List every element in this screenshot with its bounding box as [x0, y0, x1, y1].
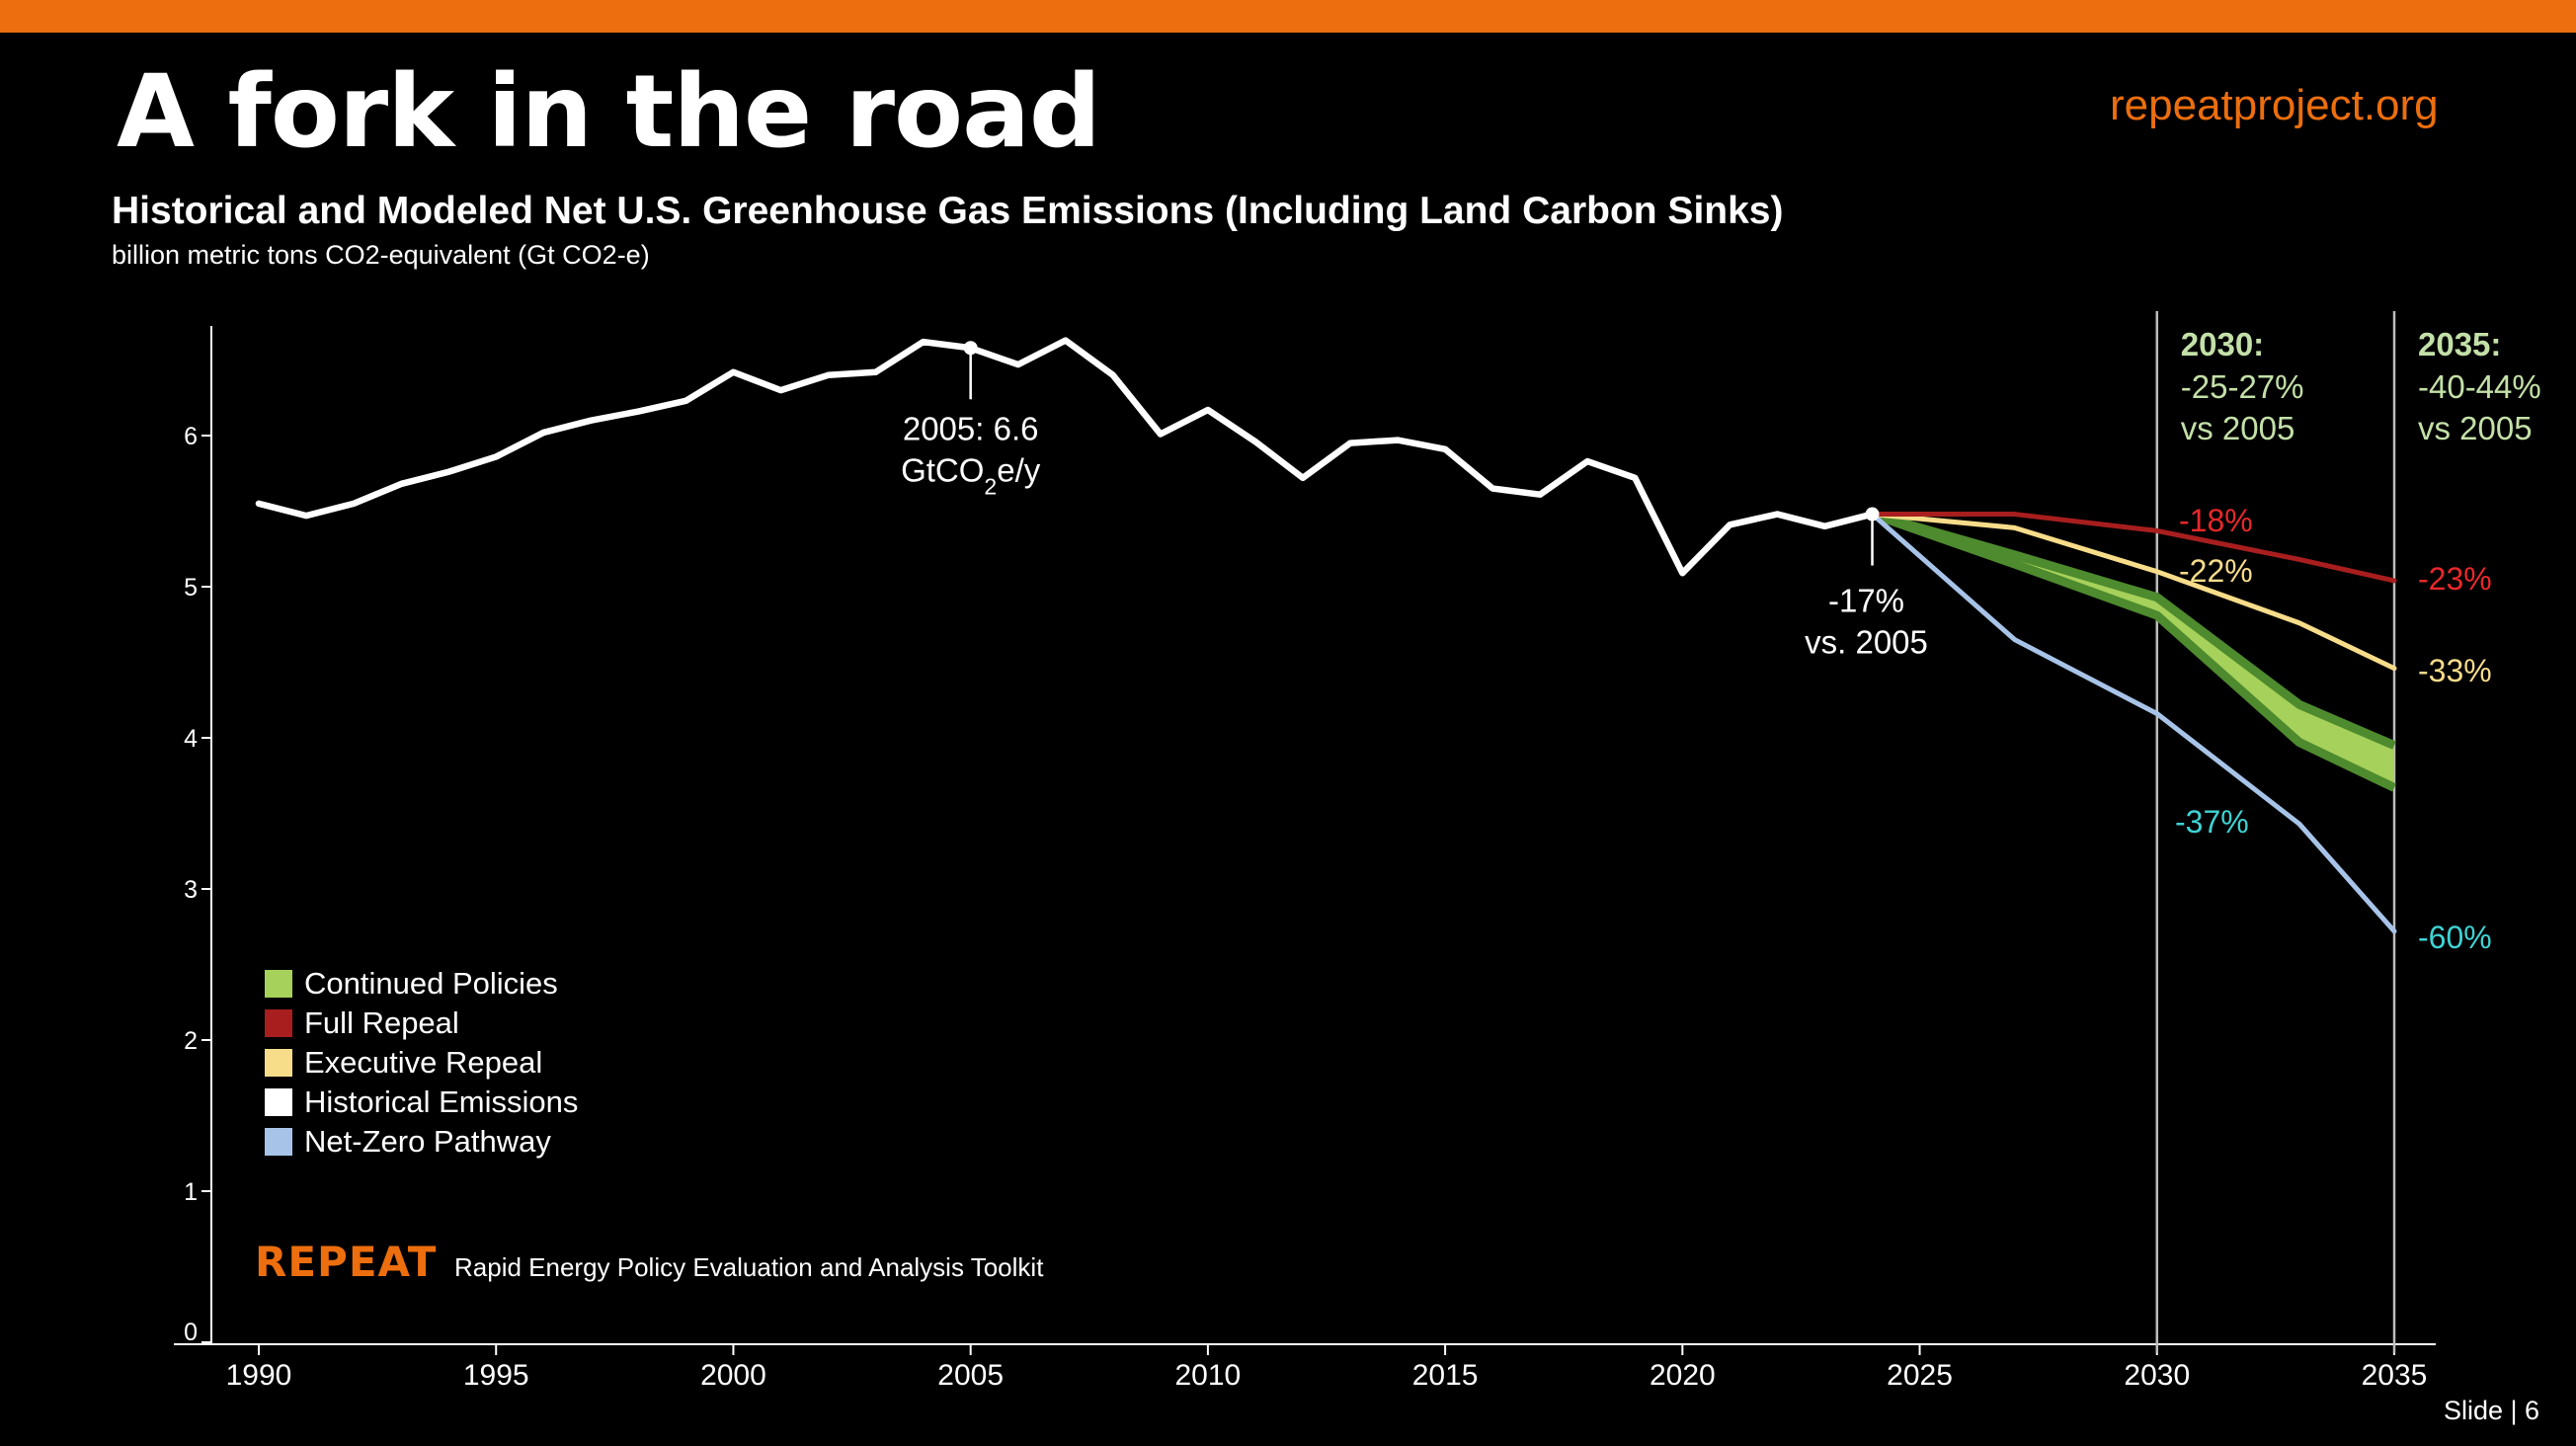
- full-repeal-line: [1870, 512, 2397, 584]
- y-tick-label: 3: [184, 876, 198, 904]
- percent-label: -60%: [2418, 920, 2492, 955]
- legend-item-continued-policies: Continued Policies: [265, 964, 578, 1004]
- legend-label: Historical Emissions: [304, 1084, 579, 1119]
- percent-label: -37%: [2175, 804, 2249, 840]
- repeat-logo: REPEAT: [255, 1238, 438, 1286]
- marker-label-line: -17%: [1828, 583, 1904, 619]
- reference-label-title: 2035:: [2418, 326, 2501, 362]
- legend-label: Continued Policies: [304, 966, 558, 1001]
- x-tick-label: 1995: [463, 1359, 529, 1392]
- x-tick-label: 2030: [2124, 1359, 2190, 1392]
- percent-label: -22%: [2179, 553, 2253, 589]
- legend-swatch-net-zero-pathway: [265, 1128, 292, 1156]
- x-tick-label: 1990: [226, 1359, 292, 1392]
- y-tick-label: 4: [184, 725, 198, 753]
- historical-emissions-line: [255, 337, 1876, 577]
- legend-label: Executive Repeal: [304, 1045, 543, 1080]
- y-tick-label: 6: [184, 423, 198, 450]
- x-tick-label: 2020: [1650, 1359, 1716, 1392]
- executive-repeal-line: [1870, 512, 2397, 672]
- site-url[interactable]: repeatproject.org: [2110, 81, 2439, 129]
- y-tick-label: 0: [184, 1319, 198, 1346]
- slide-title: A fork in the road: [117, 53, 1101, 171]
- continued-policies-lower-edge: [1871, 510, 2396, 792]
- net-zero-pathway-line: [1870, 512, 2397, 934]
- continued-policies-upper-edge: [1871, 510, 2396, 750]
- x-tick-label: 2035: [2362, 1359, 2428, 1392]
- legend-label: Full Repeal: [304, 1005, 459, 1040]
- reference-label-line: vs 2005: [2181, 410, 2295, 446]
- reference-label-line: -40-44%: [2418, 368, 2541, 405]
- legend-swatch-full-repeal: [265, 1009, 292, 1037]
- legend-item-executive-repeal: Executive Repeal: [265, 1043, 578, 1083]
- marker-label-line: 2005: 6.6: [903, 410, 1039, 446]
- chart-series: [255, 337, 2397, 934]
- legend-swatch-continued-policies: [265, 970, 292, 998]
- y-tick-label: 2: [184, 1027, 198, 1055]
- repeat-tagline: Rapid Energy Policy Evaluation and Analy…: [454, 1252, 1044, 1282]
- marker-label-line: vs. 2005: [1805, 624, 1928, 661]
- percent-label: -18%: [2179, 503, 2253, 538]
- legend-swatch-historical-emissions: [265, 1088, 292, 1116]
- reference-label-line: vs 2005: [2418, 410, 2533, 446]
- legend-item-net-zero-pathway: Net-Zero Pathway: [265, 1122, 578, 1162]
- x-tick-label: 2005: [937, 1359, 1004, 1392]
- accent-top-bar: [0, 0, 2576, 33]
- chart-legend: Continued Policies Full Repeal Executive…: [265, 964, 578, 1162]
- reference-label-title: 2030:: [2181, 326, 2264, 362]
- legend-item-full-repeal: Full Repeal: [265, 1004, 578, 1043]
- legend-swatch-executive-repeal: [265, 1049, 292, 1077]
- chart-subtitle: billion metric tons CO2-equivalent (Gt C…: [112, 240, 650, 270]
- reference-lines: 2030: -25-27% vs 2005 2035: -40-44% vs 2005: [2155, 311, 2541, 1353]
- reference-label-line: -25-27%: [2181, 368, 2304, 405]
- chart-axes: 0 1 2 3 4 5 6 1990 1995 2000 2005 2010 2015 2020 2025 2…: [174, 326, 2436, 1392]
- x-tick-label: 2025: [1887, 1359, 1953, 1392]
- legend-item-historical-emissions: Historical Emissions: [265, 1083, 578, 1122]
- percent-label: -23%: [2418, 561, 2492, 597]
- marker-label-line: GtCO2e/y: [901, 451, 1041, 499]
- chart-title: Historical and Modeled Net U.S. Greenhou…: [112, 190, 1784, 232]
- y-tick-label: 5: [184, 574, 198, 602]
- x-tick-label: 2000: [700, 1359, 766, 1392]
- chart-annotations: 2005: 6.6 GtCO2e/y -17% vs. 2005 -18% -22% -37…: [901, 341, 2492, 955]
- x-tick-label: 2010: [1175, 1359, 1242, 1392]
- legend-label: Net-Zero Pathway: [304, 1124, 551, 1159]
- slide-number: Slide | 6: [2444, 1396, 2540, 1425]
- percent-label: -33%: [2418, 653, 2492, 688]
- y-tick-label: 1: [184, 1178, 198, 1206]
- x-tick-label: 2015: [1412, 1359, 1479, 1392]
